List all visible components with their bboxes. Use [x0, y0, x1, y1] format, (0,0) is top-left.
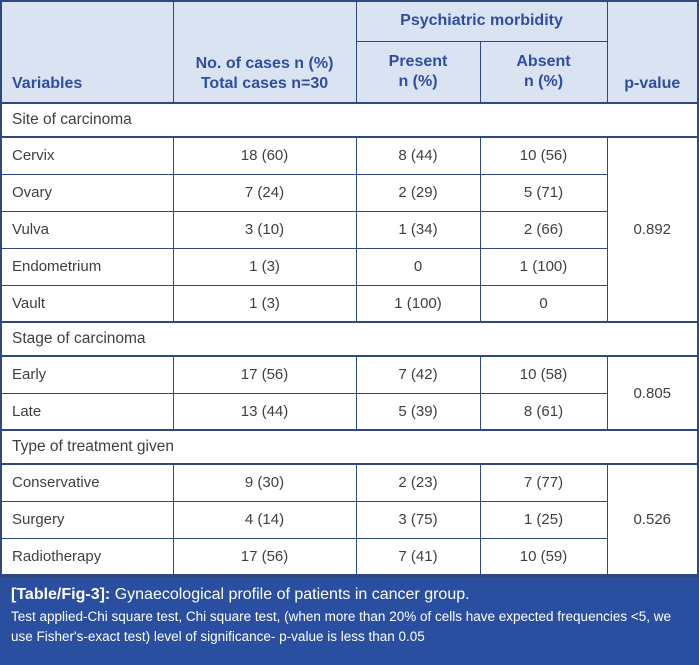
section-row: Stage of carcinoma [0, 321, 699, 357]
table-row: Late 13 (44) 5 (39) 8 (61) [0, 392, 698, 431]
cell-variable: Early [0, 355, 174, 394]
table-row: Ovary 7 (24) 2 (29) 5 (71) [0, 173, 698, 212]
absent-header-line1: Absent [516, 52, 571, 70]
cell-variable: Radiotherapy [0, 537, 174, 576]
cell-present: 5 (39) [355, 392, 481, 431]
cell-present: 7 (41) [355, 537, 481, 576]
cell-present: 1 (100) [355, 284, 481, 323]
column-header-absent: Absent n (%) [479, 40, 608, 104]
section-title: Stage of carcinoma [0, 321, 699, 357]
cell-absent: 1 (100) [479, 247, 608, 286]
cell-absent: 10 (58) [479, 355, 608, 394]
figure-caption: [Table/Fig-3]: Gynaecological profile of… [0, 576, 699, 665]
table-row: Conservative 9 (30) 2 (23) 7 (77) 0.526 [0, 463, 699, 576]
cell-cases: 4 (14) [172, 500, 357, 539]
table-row: Vulva 3 (10) 1 (34) 2 (66) [0, 210, 698, 249]
cell-absent: 2 (66) [479, 210, 608, 249]
cell-present: 0 [355, 247, 481, 286]
cell-variable: Vulva [0, 210, 174, 249]
caption-title-text: Gynaecological profile of patients in ca… [110, 586, 470, 603]
section-title: Site of carcinoma [0, 102, 699, 138]
column-header-present: Present n (%) [355, 40, 481, 104]
cell-variable: Late [0, 392, 174, 431]
cell-present: 7 (42) [355, 355, 481, 394]
cell-absent: 7 (77) [479, 463, 608, 502]
column-header-variables: Variables [0, 0, 174, 104]
cell-variable: Cervix [0, 136, 174, 175]
cell-cases: 1 (3) [172, 284, 357, 323]
table-row: Radiotherapy 17 (56) 7 (41) 10 (59) [0, 537, 698, 576]
column-group-psychiatric-morbidity: Psychiatric morbidity [355, 0, 608, 42]
cell-present: 8 (44) [355, 136, 481, 175]
cell-cases: 9 (30) [172, 463, 357, 502]
cell-absent: 5 (71) [479, 173, 608, 212]
caption-note: Test applied-Chi square test, Chi square… [11, 608, 671, 645]
present-header-line2: n (%) [398, 72, 438, 90]
table-row: Cervix 18 (60) 8 (44) 10 (56) 0.892 [0, 136, 699, 323]
cell-present: 3 (75) [355, 500, 481, 539]
cell-absent: 0 [479, 284, 608, 323]
cell-cases: 17 (56) [172, 355, 357, 394]
table-row: Surgery 4 (14) 3 (75) 1 (25) [0, 500, 698, 539]
caption-title: [Table/Fig-3]: Gynaecological profile of… [11, 585, 688, 606]
absent-header-line2: n (%) [523, 72, 564, 90]
present-header-line1: Present [388, 52, 448, 70]
table-row: Vault 1 (3) 1 (100) 0 [0, 284, 698, 323]
column-header-cases: No. of cases n (%) Total cases n=30 [172, 0, 357, 104]
table-header: Variables No. of cases n (%) Total cases… [0, 0, 699, 104]
cell-absent: 10 (59) [479, 537, 608, 576]
cell-pvalue: 0.805 [606, 355, 699, 431]
cell-present: 2 (29) [355, 173, 481, 212]
section-row: Type of treatment given [0, 429, 699, 465]
table-row: Endometrium 1 (3) 0 1 (100) [0, 247, 698, 286]
gynaecological-profile-table: Variables No. of cases n (%) Total cases… [0, 0, 699, 576]
cell-variable: Conservative [0, 463, 174, 502]
caption-label: [Table/Fig-3]: [11, 586, 111, 603]
section-row: Site of carcinoma [0, 102, 699, 138]
cell-cases: 1 (3) [172, 247, 357, 286]
cell-variable: Endometrium [0, 247, 174, 286]
cell-pvalue: 0.892 [606, 136, 699, 323]
cell-absent: 10 (56) [479, 136, 608, 175]
cell-absent: 8 (61) [479, 392, 608, 431]
cases-header-line1: No. of cases n (%) [195, 55, 334, 72]
cell-absent: 1 (25) [479, 500, 608, 539]
table-row: Early 17 (56) 7 (42) 10 (58) 0.805 [0, 355, 699, 431]
cell-variable: Surgery [0, 500, 174, 539]
cell-variable: Ovary [0, 173, 174, 212]
cell-cases: 7 (24) [172, 173, 357, 212]
cell-pvalue: 0.526 [606, 463, 699, 576]
cell-cases: 13 (44) [172, 392, 357, 431]
cell-cases: 17 (56) [172, 537, 357, 576]
column-header-pvalue: p-value [606, 0, 699, 104]
cell-present: 1 (34) [355, 210, 481, 249]
cell-variable: Vault [0, 284, 174, 323]
cell-cases: 3 (10) [172, 210, 357, 249]
table-body: Site of carcinoma Cervix 18 (60) 8 (44) 10 (… [0, 102, 699, 576]
cell-present: 2 (23) [355, 463, 481, 502]
section-title: Type of treatment given [0, 429, 699, 465]
cases-header-line2: Total cases n=30 [200, 75, 329, 92]
cell-cases: 18 (60) [172, 136, 357, 175]
